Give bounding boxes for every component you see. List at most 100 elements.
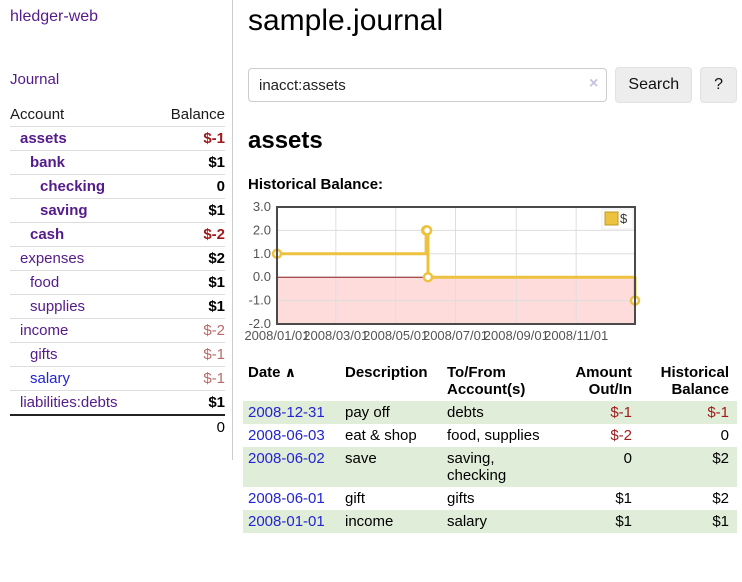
transaction-balance: 0 [720,427,729,444]
accounts-table-header: Account Balance [10,103,225,127]
historical-balance-chart: 3.0 2.0 1.0 0.0 -1.0 -2.02008/01/012008/03/01… [244,199,641,343]
account-balance: $1 [208,394,225,411]
app-title-link[interactable]: hledger-web [10,8,99,25]
y-tick-label: 1.0 [253,246,271,261]
account-column-header: Account [10,106,65,123]
sidebar-item-journal[interactable]: Journal [10,71,60,88]
data-point-marker [421,225,433,236]
transaction-date-link[interactable]: 2008-06-03 [248,427,325,444]
account-row: cash $-2 [10,222,225,247]
search-box: × [248,67,608,102]
x-tick-label: 2008/05/01 [363,328,428,343]
sidebar-account-link-income[interactable]: income [20,322,69,339]
transaction-row: 2008-06-02 save saving, checking 0 $2 [243,447,737,487]
transaction-amount: $1 [615,490,632,507]
transaction-amount: $-2 [610,427,632,444]
transaction-description: save [345,450,377,467]
account-row: gifts $-1 [10,342,225,367]
sidebar-account-link-supplies[interactable]: supplies [30,298,86,315]
transaction-accounts: food, supplies [447,427,540,444]
accounts-table: Account Balance assets $-1 bank $1 checking 0… [10,103,225,439]
y-tick-label: -1.0 [249,293,271,308]
x-tick-label: 2008/01/01 [244,328,309,343]
account-balance: $1 [208,274,225,291]
transaction-balance: $2 [712,450,729,467]
register-header-row: Date ∧ Description To/From Account(s) Am… [243,361,737,401]
transaction-balance: $-1 [707,404,729,421]
account-balance: $1 [208,154,225,171]
account-row: income $-2 [10,318,225,343]
account-row: salary $-1 [10,366,225,391]
transaction-description: income [345,513,394,530]
y-tick-label: 3.0 [253,199,271,214]
account-balance: $1 [208,202,225,219]
transaction-amount: $1 [615,513,632,530]
search-input[interactable] [248,68,608,102]
sidebar-account-link-expenses[interactable]: expenses [20,250,85,267]
account-row: supplies $1 [10,294,225,319]
y-tick-label: 2.0 [253,222,271,237]
description-column-header: Description [345,364,428,381]
transaction-amount: $-1 [610,404,632,421]
account-row: expenses $2 [10,246,225,271]
transaction-accounts: debts [447,404,484,421]
account-balance: $-2 [203,226,225,243]
account-row: checking 0 [10,174,225,199]
accounts-total-row: 0 [10,415,225,439]
search-button[interactable]: Search [615,67,693,103]
amount-column-header: Amount Out/In [575,364,632,398]
transaction-description: pay off [345,404,390,421]
account-row: bank $1 [10,150,225,175]
transaction-row: 2008-01-01 income salary $1 $1 [243,510,737,533]
legend-label: $ [620,211,628,226]
account-balance: $-2 [203,322,225,339]
accounts-column-header: To/From Account(s) [447,364,526,398]
x-tick-label: 2008/11/01 [544,328,608,343]
sidebar: hledger-web Journal Account Balance asse… [0,0,233,460]
account-row: assets $-1 [10,126,225,151]
sidebar-account-link-salary[interactable]: salary [30,370,71,387]
balance-column-header-register: Historical Balance [660,364,729,398]
page-title: sample.journal [248,4,444,37]
account-balance: $-1 [203,370,225,387]
sidebar-account-link-cash[interactable]: cash [30,226,65,243]
clear-search-icon[interactable]: × [589,75,599,92]
transaction-date-link[interactable]: 2008-12-31 [248,404,325,421]
date-column-header[interactable]: Date ∧ [248,364,297,381]
transaction-accounts: salary [447,513,488,530]
account-row: food $1 [10,270,225,295]
sidebar-account-link-gifts[interactable]: gifts [30,346,58,363]
transaction-date-link[interactable]: 2008-06-02 [248,450,325,467]
legend-swatch-icon [604,211,619,226]
sidebar-account-link-saving[interactable]: saving [40,202,88,219]
x-tick-label: 2008/03/01 [303,328,368,343]
account-balance: $1 [208,298,225,315]
x-tick-label: 2008/09/01 [484,328,549,343]
account-balance: $-1 [203,130,225,147]
help-button[interactable]: ? [700,67,737,103]
account-balance: $2 [208,250,225,267]
transaction-accounts: saving, checking [447,450,507,484]
sidebar-account-link-food[interactable]: food [30,274,60,291]
sort-asc-icon: ∧ [284,364,297,380]
sidebar-account-link-liabilities-debts[interactable]: liabilities:debts [20,394,118,411]
accounts-total-value: 0 [216,419,225,436]
transaction-description: eat & shop [345,427,417,444]
y-tick-label: -2.0 [249,316,271,331]
sidebar-account-link-checking[interactable]: checking [40,178,106,195]
sidebar-account-link-bank[interactable]: bank [30,154,66,171]
transaction-date-link[interactable]: 2008-06-01 [248,490,325,507]
account-balance: 0 [216,178,225,195]
search-form: × Search ? [248,67,737,103]
data-point-marker [422,271,434,283]
account-row: liabilities:debts $1 [10,390,225,416]
account-balance: $-1 [203,346,225,363]
transaction-date-link[interactable]: 2008-01-01 [248,513,325,530]
transaction-balance: $2 [712,490,729,507]
sidebar-account-link-assets[interactable]: assets [20,130,67,147]
transaction-amount: 0 [623,450,632,467]
transaction-row: 2008-06-03 eat & shop food, supplies $-2 0 [243,424,737,447]
x-tick-label: 2008/07/01 [423,328,488,343]
transaction-description: gift [345,490,366,507]
